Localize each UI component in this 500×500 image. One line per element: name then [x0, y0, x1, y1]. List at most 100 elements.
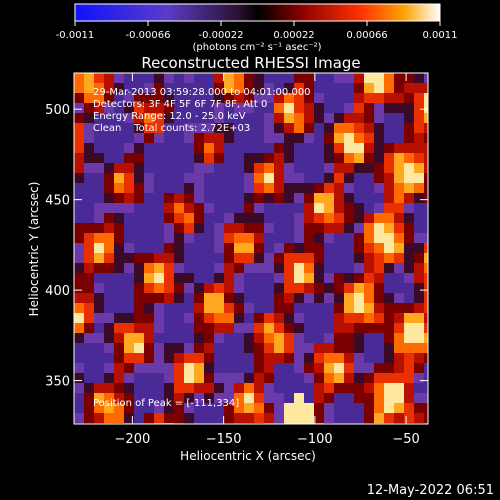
- heatmap-cell: [344, 93, 354, 103]
- heatmap-cell: [114, 403, 124, 413]
- heatmap-cell: [154, 73, 164, 83]
- heatmap-cell: [94, 393, 104, 403]
- heatmap-cell: [234, 163, 244, 173]
- heatmap-cell: [84, 233, 94, 243]
- heatmap-cell: [254, 223, 264, 233]
- heatmap-cell: [324, 343, 334, 353]
- heatmap-cell: [244, 263, 254, 273]
- heatmap-cell: [84, 163, 94, 173]
- heatmap-cell: [274, 183, 284, 193]
- heatmap-cell: [414, 323, 424, 333]
- heatmap-cell: [274, 403, 284, 413]
- heatmap-cell: [354, 113, 364, 123]
- heatmap-cell: [164, 83, 174, 93]
- heatmap-cell: [264, 353, 274, 363]
- heatmap-cell: [114, 103, 124, 113]
- heatmap-cell: [384, 293, 394, 303]
- heatmap-cell: [294, 73, 304, 83]
- heatmap-cell: [164, 363, 174, 373]
- heatmap-cell: [284, 263, 294, 273]
- annotation-energy: Energy Range: 12.0 - 25.0 keV: [93, 111, 246, 122]
- heatmap-cell: [324, 193, 334, 203]
- heatmap-cell: [84, 133, 94, 143]
- heatmap-cell: [354, 263, 364, 273]
- heatmap-cell: [204, 123, 214, 133]
- heatmap-cell: [164, 323, 174, 333]
- heatmap-cell: [334, 273, 344, 283]
- heatmap-cell: [84, 193, 94, 203]
- heatmap-cell: [154, 303, 164, 313]
- heatmap-cell: [314, 313, 324, 323]
- heatmap-cell: [324, 403, 334, 413]
- heatmap-cell: [74, 253, 84, 263]
- heatmap-cell: [184, 113, 194, 123]
- heatmap-cell: [124, 193, 134, 203]
- heatmap-cell: [294, 263, 304, 273]
- heatmap-cell: [254, 213, 264, 223]
- heatmap-cell: [334, 333, 344, 343]
- heatmap-cell: [234, 363, 244, 373]
- heatmap-cell: [244, 333, 254, 343]
- x-axis-label: Heliocentric X (arcsec): [180, 449, 316, 463]
- heatmap-cell: [294, 143, 304, 153]
- heatmap-cell: [134, 323, 144, 333]
- heatmap-cell: [424, 183, 428, 193]
- heatmap-cell: [104, 183, 114, 193]
- heatmap-cell: [224, 213, 234, 223]
- heatmap-cell: [134, 253, 144, 263]
- heatmap-cell: [74, 103, 84, 113]
- heatmap-cell: [124, 113, 134, 123]
- heatmap-cell: [334, 323, 344, 333]
- heatmap-cell: [124, 223, 134, 233]
- heatmap-cell: [174, 203, 184, 213]
- heatmap-cell: [94, 373, 104, 383]
- heatmap-cell: [134, 173, 144, 183]
- heatmap-cell: [334, 393, 344, 403]
- heatmap-cell: [94, 153, 104, 163]
- heatmap-cell: [344, 363, 354, 373]
- heatmap-cell: [274, 143, 284, 153]
- heatmap-cell: [174, 333, 184, 343]
- heatmap-cell: [234, 73, 244, 83]
- heatmap-cell: [284, 363, 294, 373]
- heatmap-cell: [214, 213, 224, 223]
- heatmap-cell: [274, 83, 284, 93]
- heatmap-cell: [354, 353, 364, 363]
- heatmap-cell: [124, 93, 134, 103]
- heatmap-cell: [334, 193, 344, 203]
- heatmap-cell: [114, 253, 124, 263]
- heatmap-cell: [354, 103, 364, 113]
- heatmap-cell: [384, 193, 394, 203]
- heatmap-cell: [354, 133, 364, 143]
- heatmap-cell: [184, 313, 194, 323]
- heatmap-cell: [114, 413, 124, 423]
- heatmap-cell: [244, 363, 254, 373]
- heatmap-cell: [374, 263, 384, 273]
- heatmap-cell: [414, 373, 424, 383]
- heatmap-cell: [94, 93, 104, 103]
- heatmap-cell: [354, 183, 364, 193]
- heatmap-cell: [394, 133, 404, 143]
- heatmap-cell: [74, 123, 84, 133]
- heatmap-cell: [274, 193, 284, 203]
- heatmap-cell: [294, 113, 304, 123]
- heatmap-cell: [74, 413, 84, 423]
- heatmap-cell: [224, 243, 234, 253]
- heatmap-cell: [374, 163, 384, 173]
- heatmap-cell: [234, 353, 244, 363]
- annotation-time: 29-Mar-2013 03:59:28.000 to 04:01:00.000: [93, 87, 311, 98]
- heatmap-cell: [194, 203, 204, 213]
- heatmap-cell: [84, 303, 94, 313]
- heatmap-cell: [394, 293, 404, 303]
- heatmap-cell: [174, 163, 184, 173]
- heatmap-cell: [314, 153, 324, 163]
- heatmap-cell: [244, 103, 254, 113]
- heatmap-cell: [354, 123, 364, 133]
- heatmap-cell: [134, 83, 144, 93]
- heatmap-cell: [294, 193, 304, 203]
- heatmap-cell: [204, 233, 214, 243]
- heatmap-cell: [424, 133, 428, 143]
- heatmap-cell: [414, 113, 424, 123]
- heatmap-cell: [114, 313, 124, 323]
- heatmap-cell: [394, 413, 404, 423]
